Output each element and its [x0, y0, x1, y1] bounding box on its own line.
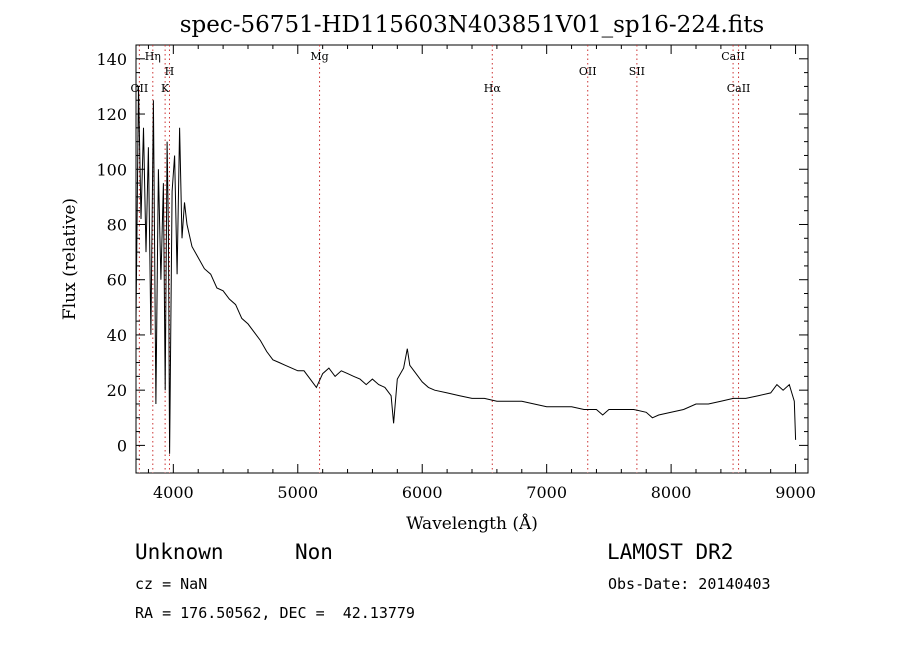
x-tick-label: 9000	[775, 483, 816, 502]
y-axis: 0 20 40 60 80 100 120 140	[96, 44, 808, 460]
line-marker-label: Hα	[484, 82, 502, 95]
x-tick-label: 7000	[526, 483, 567, 502]
line-marker-label: OII	[131, 82, 149, 95]
chart-title: spec-56751-HD115603N403851V01_sp16-224.f…	[180, 12, 765, 38]
y-tick-label: 100	[96, 160, 127, 179]
line-marker-label: K	[161, 82, 170, 95]
y-tick-label: 140	[96, 50, 127, 69]
x-tick-label: 4000	[153, 483, 194, 502]
redshift-readout: cz = NaN	[135, 575, 208, 593]
line-marker-label: OII	[579, 65, 597, 78]
survey-name: LAMOST DR2	[607, 540, 734, 564]
observation-date: Obs-Date: 20140403	[608, 575, 771, 593]
line-marker-label: CaII	[721, 50, 745, 63]
y-tick-label: 0	[117, 436, 127, 455]
x-tick-label: 5000	[277, 483, 318, 502]
spectral-class: Unknown	[135, 540, 224, 564]
spectrum-line	[135, 86, 797, 454]
line-markers: OII Hη KH Mg Hα OII SII CaII CaII	[131, 45, 751, 473]
x-axis: 4000 5000 6000 7000 8000 9000	[147, 45, 816, 502]
y-tick-label: 20	[107, 381, 127, 400]
y-tick-label: 60	[107, 271, 127, 290]
plot-frame	[135, 44, 809, 474]
x-axis-label: Wavelength (Å)	[406, 513, 538, 534]
spectral-subclass: Non	[295, 540, 333, 564]
coordinates-readout: RA = 176.50562, DEC = 42.13779	[135, 604, 415, 622]
y-tick-label: 80	[107, 215, 127, 234]
line-marker-label: H	[165, 65, 175, 78]
line-marker-label: CaII	[727, 82, 751, 95]
x-tick-label: 6000	[402, 483, 443, 502]
line-marker-label: SII	[629, 65, 645, 78]
y-axis-label: Flux (relative)	[60, 198, 80, 320]
y-tick-label: 120	[96, 105, 127, 124]
x-tick-label: 8000	[651, 483, 692, 502]
y-tick-label: 40	[107, 326, 127, 345]
line-marker-label: Mg	[310, 50, 328, 63]
line-marker-label: Hη	[145, 50, 161, 63]
